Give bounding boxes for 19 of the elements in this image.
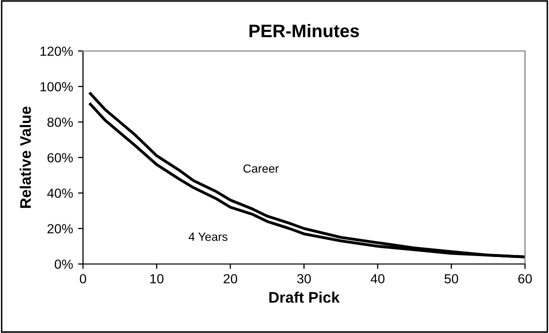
- y-tick-label: 100%: [40, 82, 73, 92]
- x-tick-label: 40: [370, 274, 384, 284]
- x-tick-label: 50: [444, 274, 458, 284]
- y-tick-label: 120%: [40, 46, 73, 56]
- x-tick-label: 20: [224, 274, 238, 284]
- x-axis-title: Draft Pick: [269, 292, 340, 303]
- y-tick-label: 80%: [47, 118, 73, 127]
- y-tick-label: 20%: [48, 224, 73, 234]
- text: Career: [243, 164, 279, 173]
- text: 4 Years: [188, 232, 228, 241]
- x-tick-label: 0: [80, 274, 86, 284]
- chart-title: PER-Minutes: [250, 24, 359, 38]
- y-tick-label: 40%: [47, 188, 73, 198]
- x-tick-label: 30: [297, 274, 311, 284]
- y-tick-label: 60%: [48, 153, 73, 162]
- x-tick-label: 60: [518, 274, 532, 284]
- y-axis-title: Relative Value: [20, 106, 31, 208]
- y-tick-label: 0%: [54, 260, 73, 269]
- x-tick-label: 10: [150, 274, 164, 284]
